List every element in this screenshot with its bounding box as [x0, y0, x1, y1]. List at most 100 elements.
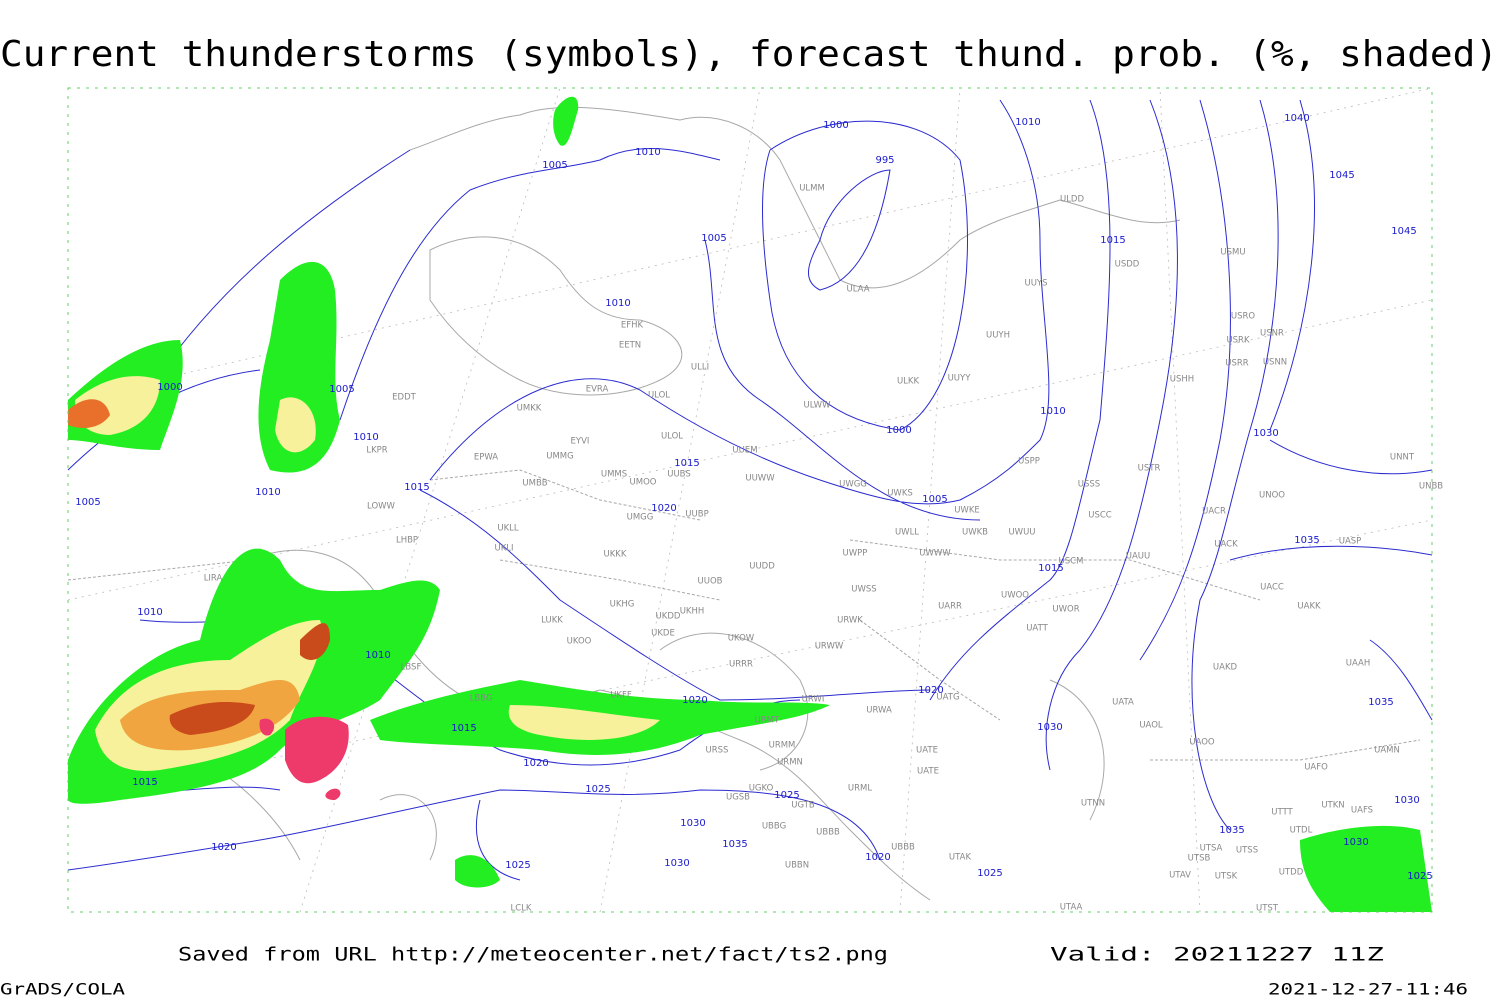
station-label: UAKK — [1297, 602, 1321, 612]
station-label: UKLL — [497, 524, 519, 534]
station-label: USMU — [1220, 248, 1245, 258]
station-label: URMM — [769, 741, 796, 751]
isobar-label: 1035 — [1294, 535, 1319, 546]
isobar-label: 1020 — [865, 852, 890, 863]
station-label: EVRA — [586, 385, 609, 395]
isobar-label: 1025 — [774, 790, 799, 801]
isobar-label: 1020 — [211, 842, 236, 853]
station-label: ULOL — [661, 432, 683, 442]
station-label: UKKK — [604, 550, 627, 560]
station-label: UTDL — [1290, 826, 1313, 836]
source-url: Saved from URL http://meteocenter.net/fa… — [178, 944, 888, 966]
timestamp: 2021-12-27-11:46 — [1268, 980, 1468, 999]
station-label: UATG — [936, 693, 959, 703]
station-label: USRK — [1226, 336, 1250, 346]
station-label: UGTB — [791, 801, 815, 811]
isobar-label: 1045 — [1391, 226, 1416, 237]
isobar-label: 1005 — [329, 384, 354, 395]
station-label: UAFS — [1351, 806, 1373, 816]
isobar-label: 1030 — [664, 858, 689, 869]
station-label: LHBP — [396, 536, 418, 546]
station-label: ULKK — [897, 377, 920, 387]
isobar-label: 1030 — [1343, 837, 1368, 848]
probability-shading — [68, 96, 1432, 912]
station-label: UKHG — [610, 600, 635, 610]
station-label: EFHK — [621, 321, 644, 331]
station-label: UNOO — [1259, 491, 1285, 501]
station-label: URWK — [837, 616, 863, 626]
station-label: UWSS — [851, 585, 876, 595]
isobar-label: 1000 — [823, 120, 848, 131]
station-label: UKOO — [567, 637, 592, 647]
station-label: UARR — [938, 602, 962, 612]
station-label: USSS — [1078, 480, 1100, 490]
prob-area — [455, 825, 1432, 912]
station-label: UAOO — [1189, 738, 1215, 748]
station-label: UUYS — [1024, 279, 1047, 289]
station-label: USTR — [1138, 464, 1161, 474]
station-label: UAOL — [1139, 721, 1163, 731]
station-label: EYVI — [571, 437, 590, 447]
station-label: UTDD — [1279, 868, 1304, 878]
station-label: UWLL — [895, 528, 919, 538]
station-label: UMMS — [601, 470, 627, 480]
isobar-label: 1030 — [1253, 428, 1278, 439]
isobar-label: 1025 — [1407, 871, 1432, 882]
station-label: UWGG — [839, 480, 867, 490]
station-label: UNNT — [1390, 453, 1415, 463]
station-label: UKDE — [651, 629, 675, 639]
station-label: USNN — [1263, 358, 1287, 368]
prob-area — [68, 399, 110, 428]
isobar-label: 1020 — [682, 695, 707, 706]
station-label: UATE — [917, 767, 939, 777]
station-label: URWI — [802, 695, 825, 705]
station-label: UWOR — [1052, 605, 1079, 615]
station-label: UUBP — [685, 510, 708, 520]
isobar-label: 1010 — [1040, 406, 1065, 417]
station-label: USPP — [1018, 457, 1040, 467]
station-label: UATA — [1112, 698, 1134, 708]
isobar-label: 995 — [875, 155, 894, 166]
isobar-label: 1040 — [1284, 113, 1309, 124]
station-label: UAKD — [1213, 663, 1238, 673]
station-label: URWW — [815, 642, 844, 652]
station-label: UUBS — [667, 470, 691, 480]
station-label: UMOO — [630, 478, 657, 488]
isobar-label: 1035 — [1368, 697, 1393, 708]
station-label: UWOO — [1001, 591, 1029, 601]
isobar-label: 1045 — [1329, 170, 1354, 181]
prob-area — [300, 623, 330, 660]
isobar-label: 1010 — [353, 432, 378, 443]
station-label: UNBB — [1419, 482, 1443, 492]
station-label: UUYH — [986, 331, 1010, 341]
station-label: UTSK — [1215, 872, 1238, 882]
station-label: URMN — [777, 758, 803, 768]
station-label: URRR — [729, 660, 753, 670]
station-label: UBBN — [785, 861, 809, 871]
station-label: UASP — [1339, 537, 1362, 547]
station-label: USHH — [1170, 375, 1194, 385]
station-label: USCM — [1059, 557, 1084, 567]
isobar-label: 1015 — [1100, 235, 1125, 246]
station-label: UKHH — [680, 607, 705, 617]
station-label: UTSS — [1236, 846, 1258, 856]
station-label: UGKO — [749, 784, 774, 794]
station-label: ULLI — [691, 363, 709, 373]
isobar-label: 1015 — [674, 458, 699, 469]
isobar-label: 1005 — [701, 233, 726, 244]
isobar-label: 1000 — [886, 425, 911, 436]
isobar-label: 1025 — [505, 860, 530, 871]
isobar-label: 1020 — [918, 685, 943, 696]
station-label: LOWW — [367, 502, 396, 512]
isobar-label: 1015 — [1038, 563, 1063, 574]
border — [67, 469, 1421, 761]
station-label: LIRA — [204, 574, 223, 584]
station-label: UGSB — [726, 793, 750, 803]
station-label: UMMG — [546, 452, 573, 462]
station-label: LBSF — [401, 663, 422, 673]
prob-area — [508, 705, 660, 740]
station-label: UMGG — [627, 513, 654, 523]
station-label: UACR — [1202, 507, 1226, 517]
isobar-label: 1010 — [605, 298, 630, 309]
